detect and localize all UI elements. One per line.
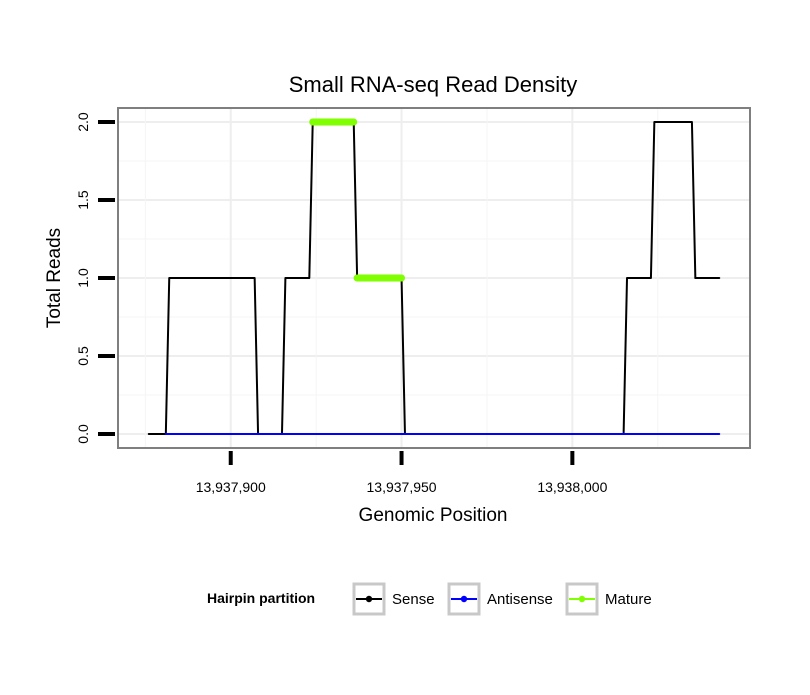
plot-panel-border	[117, 107, 751, 449]
legend-title: Hairpin partition	[207, 590, 315, 606]
chart-title: Small RNA-seq Read Density	[289, 72, 578, 97]
x-axis-title: Genomic Position	[359, 505, 508, 526]
series-layer	[147, 118, 721, 435]
legend-key-mature-dot	[578, 595, 586, 603]
x-tick-label: 13,938,000	[537, 479, 607, 495]
x-tick-label: 13,937,900	[196, 479, 266, 495]
y-axis: 0.0 0.5 1.0 1.5 2.0	[75, 112, 115, 444]
legend-key-antisense-dot	[460, 595, 468, 603]
y-tick-label: 1.0	[75, 268, 91, 288]
legend-label-sense: Sense	[392, 591, 435, 608]
y-tick-label: 1.5	[75, 190, 91, 210]
legend-label-mature: Mature	[605, 591, 652, 608]
legend: Hairpin partition Sense Antisense Mature	[207, 582, 652, 616]
x-tick-label: 13,937,950	[367, 479, 437, 495]
legend-label-antisense: Antisense	[487, 591, 553, 608]
y-tick-label: 0.0	[75, 424, 91, 444]
y-axis-title: Total Reads	[44, 228, 65, 328]
legend-item-mature: Mature	[565, 582, 652, 616]
x-axis: 13,937,900 13,937,950 13,938,000	[196, 451, 608, 495]
legend-item-sense: Sense	[352, 582, 435, 616]
y-tick-label: 2.0	[75, 112, 91, 132]
legend-key-sense-dot	[365, 595, 373, 603]
legend-item-antisense: Antisense	[447, 582, 553, 616]
y-tick-label: 0.5	[75, 346, 91, 366]
